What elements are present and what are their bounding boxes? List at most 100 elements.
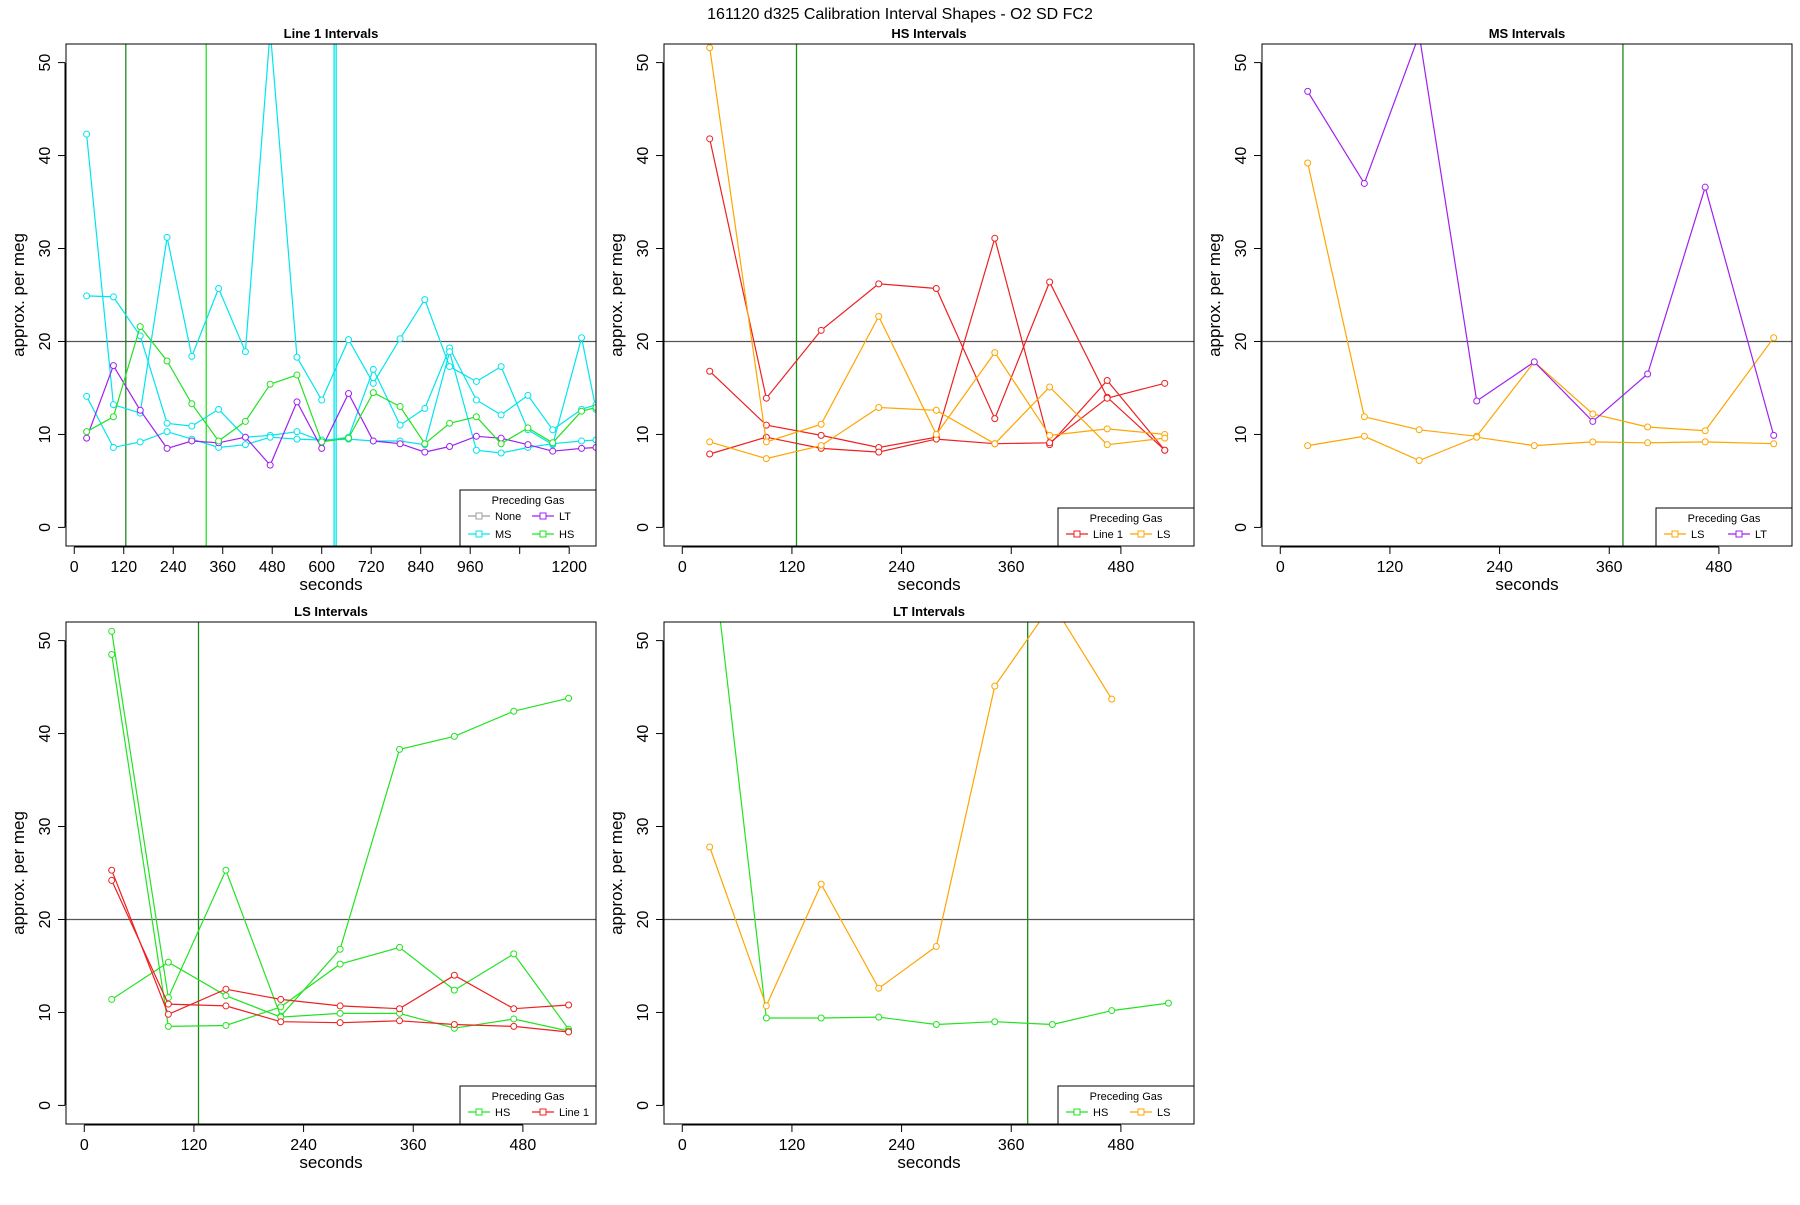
data-point xyxy=(762,438,770,446)
data-point xyxy=(472,377,480,385)
data-point xyxy=(817,326,825,334)
y-axis-label: approx. per meg xyxy=(9,811,28,935)
legend-swatch-marker xyxy=(475,1108,483,1116)
data-point xyxy=(136,438,144,446)
data-point xyxy=(450,732,458,740)
data-point xyxy=(164,958,172,966)
data-point xyxy=(472,446,480,454)
data-point xyxy=(345,336,353,344)
data-point xyxy=(1530,358,1538,366)
y-tick-label: 10 xyxy=(37,425,54,443)
data-point xyxy=(510,1005,518,1013)
data-point xyxy=(932,284,940,292)
data-point xyxy=(446,419,454,427)
data-point xyxy=(706,44,714,52)
data-point xyxy=(164,1000,172,1008)
data-point xyxy=(421,404,429,412)
data-point xyxy=(932,942,940,950)
data-point xyxy=(706,843,714,851)
x-tick-label: 240 xyxy=(290,1137,317,1154)
data-point xyxy=(510,1015,518,1023)
legend-swatch-marker xyxy=(539,1108,547,1116)
data-point xyxy=(109,293,117,301)
data-point xyxy=(163,419,171,427)
data-point xyxy=(164,1010,172,1018)
data-point xyxy=(188,352,196,360)
y-tick-label: 50 xyxy=(37,54,54,72)
legend-swatch-marker xyxy=(1073,530,1081,538)
chart-panel-4: LS Intervals 0 120 240 360 480 0 10 20 30 40 50 seco… xyxy=(9,604,597,1172)
x-axis-label: seconds xyxy=(897,575,960,594)
data-point xyxy=(83,292,91,300)
y-tick-label: 40 xyxy=(635,147,652,165)
data-point xyxy=(163,444,171,452)
x-axis-label: seconds xyxy=(897,1153,960,1172)
plot-frame xyxy=(65,621,597,1125)
x-axis-label: seconds xyxy=(299,1153,362,1172)
data-point xyxy=(817,1014,825,1022)
legend-swatch-marker xyxy=(539,530,547,538)
data-point xyxy=(578,407,586,415)
y-tick-label: 30 xyxy=(635,818,652,836)
y-axis-label: approx. per meg xyxy=(607,233,626,357)
data-point xyxy=(293,371,301,379)
data-point xyxy=(108,627,116,635)
data-point xyxy=(109,413,117,421)
x-axis-label: seconds xyxy=(1495,575,1558,594)
data-point xyxy=(109,362,117,370)
data-point xyxy=(277,995,285,1003)
data-point xyxy=(1589,410,1597,418)
series-line-ms xyxy=(86,44,596,446)
legend-title: Preceding Gas xyxy=(1688,513,1761,525)
data-point xyxy=(396,335,404,343)
data-point xyxy=(83,392,91,400)
legend-entry: HS xyxy=(495,1107,510,1119)
y-tick-label: 0 xyxy=(635,523,652,532)
data-point xyxy=(450,971,458,979)
y-tick-label: 10 xyxy=(635,1003,652,1021)
x-tick-label: 120 xyxy=(1377,559,1404,576)
legend-entry: LS xyxy=(1157,1107,1170,1119)
data-point xyxy=(707,526,713,532)
data-point xyxy=(991,415,999,423)
legend-entry: Line 1 xyxy=(1093,529,1123,541)
legend: Preceding Gas Line 1 LS xyxy=(1057,507,1195,547)
data-point xyxy=(396,440,404,448)
series-line-ls xyxy=(709,622,1113,1008)
y-axis-label: approx. per meg xyxy=(1205,233,1224,357)
data-point xyxy=(345,434,353,442)
data-point xyxy=(318,396,326,404)
data-point xyxy=(108,651,116,659)
panel-title: Line 1 Intervals xyxy=(284,26,379,41)
y-tick-label: 10 xyxy=(635,425,652,443)
y-tick-label: 20 xyxy=(635,332,652,350)
legend-swatch-marker xyxy=(539,512,547,520)
data-point xyxy=(83,434,91,442)
data-point xyxy=(549,426,557,434)
data-point xyxy=(524,391,532,399)
data-point xyxy=(1304,87,1312,95)
series-line-line-1 xyxy=(709,236,1166,451)
data-point xyxy=(345,390,353,398)
data-point xyxy=(578,334,586,342)
data-point xyxy=(497,411,505,419)
data-point xyxy=(1530,442,1538,450)
data-point xyxy=(524,424,532,432)
panel-title: LS Intervals xyxy=(294,604,368,619)
data-point xyxy=(336,1002,344,1010)
data-point xyxy=(136,323,144,331)
data-point xyxy=(472,396,480,404)
legend-title: Preceding Gas xyxy=(492,1091,565,1103)
x-tick-label: 480 xyxy=(1108,559,1135,576)
y-tick-label: 50 xyxy=(635,54,652,72)
data-point xyxy=(293,428,301,436)
data-point xyxy=(497,363,505,371)
data-point xyxy=(1415,456,1423,464)
data-point xyxy=(1046,383,1054,391)
y-tick-label: 0 xyxy=(37,523,54,532)
series-line-ls xyxy=(709,47,1165,443)
data-point xyxy=(1103,394,1111,402)
y-tick-label: 10 xyxy=(37,1003,54,1021)
data-point xyxy=(164,1022,172,1030)
y-tick-label: 30 xyxy=(37,818,54,836)
